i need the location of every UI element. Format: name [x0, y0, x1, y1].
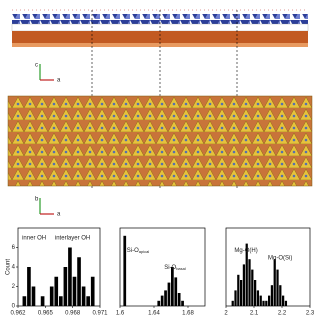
x-tick-label: 0.971 — [92, 311, 108, 317]
bar — [248, 259, 251, 306]
annotation-text: Mg-O(Si) — [268, 255, 292, 261]
bar — [254, 280, 257, 306]
bar — [27, 267, 31, 306]
annotation-text: Si-O — [127, 247, 139, 253]
annotation: inner OH — [22, 235, 46, 241]
bar — [160, 295, 164, 306]
bar — [68, 247, 72, 306]
bar — [174, 277, 178, 306]
x-tick-label: 1.6 — [116, 311, 125, 317]
axis-label: a — [57, 78, 61, 84]
bar — [268, 295, 271, 306]
x-tick-label: 0.968 — [65, 311, 81, 317]
annotation-text: Mg-O(H) — [234, 247, 257, 253]
annotation-subscript: basal — [176, 266, 186, 271]
bar — [262, 300, 265, 306]
x-tick-label: 1.64 — [148, 311, 160, 317]
bar — [284, 300, 288, 306]
x-tick-label: 2.1 — [250, 311, 259, 317]
bar — [245, 243, 248, 306]
bar — [270, 285, 274, 306]
plot-frame — [119, 227, 206, 307]
axis-label: c — [35, 63, 38, 69]
structure-top-view — [7, 95, 313, 187]
annotation: Mg-O(H) — [234, 247, 257, 253]
annotation: Si-Oapical — [127, 247, 150, 253]
x-tick-label: 2.2 — [278, 311, 287, 317]
bar — [240, 280, 243, 306]
y-axis-label: Count — [6, 259, 12, 275]
axis-label: b — [35, 197, 39, 203]
bar — [171, 267, 174, 306]
axis-icon: c a — [35, 63, 61, 84]
bar — [181, 300, 184, 306]
axis-icon: b a — [35, 197, 61, 218]
bar — [49, 286, 54, 306]
bar — [282, 295, 285, 306]
x-tick-label: 1.68 — [182, 311, 194, 317]
axis-label: a — [57, 212, 61, 218]
bar — [177, 293, 181, 306]
bar — [167, 282, 171, 306]
annotation-subscript: apical — [139, 249, 150, 254]
annotation-text: inner OH — [22, 235, 46, 241]
bar — [81, 286, 86, 306]
bar — [90, 276, 95, 306]
bar — [157, 300, 161, 306]
bar — [63, 267, 68, 306]
y-tick-label: 2 — [12, 284, 16, 290]
annotation: Mg-O(Si) — [268, 255, 292, 261]
bar — [273, 259, 276, 306]
bar — [123, 235, 127, 306]
bar — [276, 269, 279, 306]
bar — [164, 290, 167, 306]
x-tick-label: 0.962 — [10, 311, 26, 317]
bar — [72, 276, 77, 306]
annotation: Si-Obasal — [164, 265, 186, 271]
bar — [234, 290, 237, 306]
x-tick-label: 2.3 — [306, 311, 315, 317]
y-tick-label: 6 — [12, 245, 16, 251]
bar — [54, 276, 59, 306]
bar — [279, 285, 282, 306]
bar — [259, 295, 262, 306]
bar — [251, 269, 254, 306]
y-tick-label: 4 — [12, 265, 16, 271]
bar — [77, 257, 81, 306]
bar — [242, 264, 246, 306]
x-tick-label: 0.965 — [38, 311, 54, 317]
bar — [256, 290, 260, 306]
bar — [59, 296, 63, 306]
bar — [22, 296, 27, 306]
bar — [231, 300, 234, 306]
bar — [40, 296, 45, 306]
bar — [237, 274, 240, 306]
bar — [265, 300, 268, 306]
annotation-text: interlayer OH — [55, 235, 90, 241]
annotation-text: Si-O — [164, 265, 176, 271]
x-tick-label: 2 — [224, 311, 228, 317]
bar — [31, 286, 36, 306]
annotation: interlayer OH — [55, 235, 90, 241]
bar — [86, 296, 90, 306]
y-tick-label: 0 — [12, 304, 16, 310]
